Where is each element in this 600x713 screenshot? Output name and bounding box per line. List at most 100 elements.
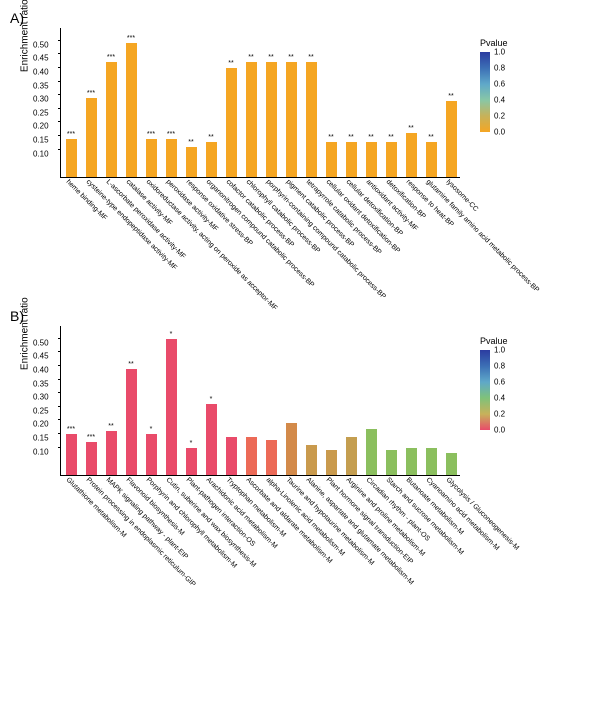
sig-marker: * — [190, 440, 193, 447]
bar — [446, 453, 457, 475]
sig-marker: ** — [188, 139, 193, 146]
ytick: 0.50 — [33, 338, 49, 347]
panel-a-chartarea: Enrichment ratio 0.100.150.200.250.300.3… — [60, 28, 460, 178]
sig-marker: *** — [87, 90, 95, 97]
sig-marker: *** — [87, 434, 95, 441]
panel-a-chartwrap: Enrichment ratio 0.100.150.200.250.300.3… — [10, 28, 590, 178]
bar — [306, 445, 317, 475]
bar — [166, 339, 177, 475]
panel-a-label: A) — [10, 10, 590, 26]
bar — [126, 369, 137, 475]
bar — [446, 101, 457, 177]
sig-marker: ** — [268, 54, 273, 61]
sig-marker: *** — [167, 131, 175, 138]
bar — [86, 442, 97, 475]
ytick: 0.10 — [33, 447, 49, 456]
bar — [346, 142, 357, 177]
colorbar-tick: 0.2 — [494, 112, 505, 121]
colorbar-tick: 0.6 — [494, 80, 505, 89]
bar — [146, 434, 157, 475]
bar — [206, 142, 217, 177]
ytick: 0.20 — [33, 420, 49, 429]
bar — [266, 440, 277, 475]
sig-marker: * — [210, 396, 213, 403]
sig-marker: ** — [448, 93, 453, 100]
ytick: 0.15 — [33, 434, 49, 443]
sig-marker: ** — [228, 60, 233, 67]
bar — [426, 142, 437, 177]
sig-marker: ** — [408, 125, 413, 132]
sig-marker: *** — [67, 131, 75, 138]
colorbar-tick: 0.2 — [494, 410, 505, 419]
bar — [326, 142, 337, 177]
panel-a: A) Enrichment ratio 0.100.150.200.250.30… — [10, 10, 590, 178]
panel-a-plot: 0.100.150.200.250.300.350.400.450.50***h… — [60, 28, 460, 178]
ytick: 0.45 — [33, 352, 49, 361]
bar — [66, 434, 77, 475]
sig-marker: ** — [388, 134, 393, 141]
panel-b-legend: Pvalue 1.00.80.60.40.20.0 — [480, 336, 508, 430]
ytick: 0.50 — [33, 40, 49, 49]
ytick: 0.30 — [33, 95, 49, 104]
panel-b-label: B) — [10, 308, 590, 324]
ytick: 0.35 — [33, 81, 49, 90]
ytick: 0.45 — [33, 54, 49, 63]
bar — [126, 43, 137, 177]
legend-a-title: Pvalue — [480, 38, 508, 48]
legend-b-title: Pvalue — [480, 336, 508, 346]
bar — [346, 437, 357, 475]
bar — [226, 437, 237, 475]
bar — [246, 437, 257, 475]
sig-marker: ** — [348, 134, 353, 141]
ytick: 0.20 — [33, 122, 49, 131]
bar — [406, 448, 417, 475]
bar — [366, 142, 377, 177]
xtick: Cyanoamino acid metabolism-M — [425, 476, 501, 552]
ytick: 0.30 — [33, 393, 49, 402]
sig-marker: ** — [248, 54, 253, 61]
ytick: 0.25 — [33, 406, 49, 415]
bar — [426, 448, 437, 475]
panel-b-chartwrap: Enrichment ratio 0.100.150.200.250.300.3… — [10, 326, 590, 476]
xtick: Glycolysis / Gluconeogenesis-M — [445, 476, 520, 551]
sig-marker: ** — [308, 54, 313, 61]
sig-marker: ** — [208, 134, 213, 141]
bar — [306, 62, 317, 177]
panel-a-ylabel: Enrichment ratio — [20, 0, 31, 72]
bar — [286, 423, 297, 475]
sig-marker: ** — [128, 361, 133, 368]
colorbar-tick: 1.0 — [494, 48, 505, 57]
sig-marker: *** — [67, 426, 75, 433]
colorbar-tick: 0.4 — [494, 96, 505, 105]
ytick: 0.40 — [33, 365, 49, 374]
sig-marker: * — [170, 331, 173, 338]
legend-b-colorbar: 1.00.80.60.40.20.0 — [480, 350, 490, 430]
panel-b: B) Enrichment ratio 0.100.150.200.250.30… — [10, 308, 590, 476]
ytick: 0.25 — [33, 108, 49, 117]
colorbar-tick: 0.6 — [494, 378, 505, 387]
panel-a-legend: Pvalue 1.00.80.60.40.20.0 — [480, 38, 508, 132]
bar — [386, 142, 397, 177]
bar — [66, 139, 77, 177]
colorbar-tick: 0.0 — [494, 128, 505, 137]
colorbar-tick: 0.8 — [494, 362, 505, 371]
sig-marker: *** — [127, 35, 135, 42]
bar — [366, 429, 377, 475]
legend-a-colorbar: 1.00.80.60.40.20.0 — [480, 52, 490, 132]
bar — [406, 133, 417, 177]
ytick: 0.15 — [33, 136, 49, 145]
bar — [226, 68, 237, 177]
sig-marker: ** — [288, 54, 293, 61]
bar — [86, 98, 97, 177]
colorbar-tick: 0.4 — [494, 394, 505, 403]
bar — [266, 62, 277, 177]
bar — [386, 450, 397, 475]
bar — [326, 450, 337, 475]
bar — [246, 62, 257, 177]
ytick: 0.10 — [33, 149, 49, 158]
bar — [166, 139, 177, 177]
sig-marker: ** — [368, 134, 373, 141]
sig-marker: ** — [328, 134, 333, 141]
ytick: 0.40 — [33, 67, 49, 76]
sig-marker: ** — [428, 134, 433, 141]
